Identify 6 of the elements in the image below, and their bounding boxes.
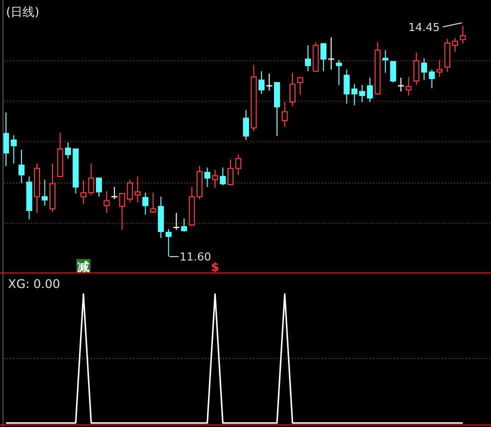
annotation: 14.45 [408, 20, 440, 34]
annotation: 11.60 [180, 250, 212, 264]
chart-title: XG: 0.00 [8, 277, 60, 291]
annotation: $ [210, 260, 220, 274]
chart-title: (日线) [6, 5, 40, 19]
annotation: 减 [77, 260, 90, 274]
